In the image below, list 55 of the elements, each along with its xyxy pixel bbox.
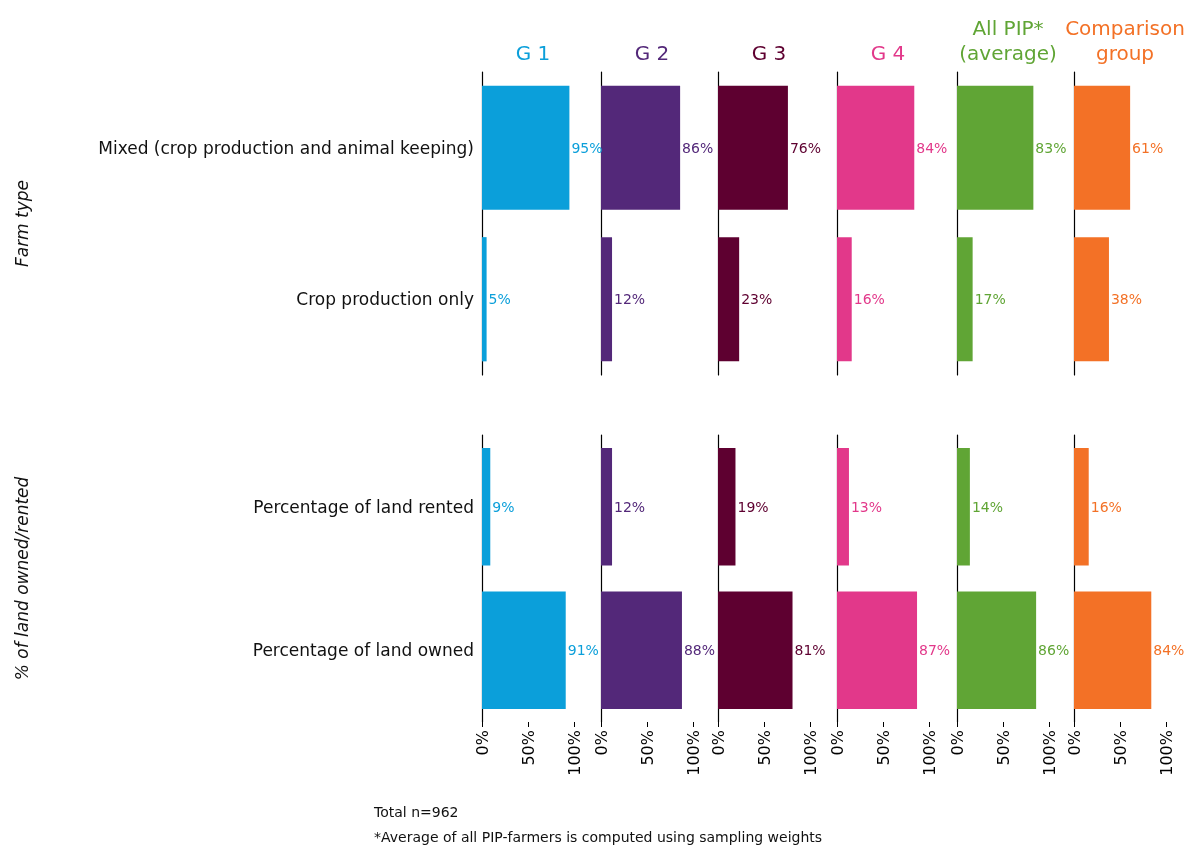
x-tick-label: 100% <box>683 730 703 776</box>
chart-title: G 2 <box>634 40 670 65</box>
x-tick-label: 50% <box>754 730 774 766</box>
x-tick-label: 50% <box>1110 730 1130 766</box>
chart-title: Comparison group <box>1065 15 1185 65</box>
data-label: 83% <box>1035 139 1067 156</box>
data-label: 9% <box>492 498 515 515</box>
data-label: 16% <box>1090 498 1122 515</box>
x-tick-label: 100% <box>564 730 584 776</box>
data-label: 87% <box>919 642 951 659</box>
text: Total n=962 <box>373 804 459 820</box>
x-tick-label: 0% <box>827 730 847 756</box>
data-label: 84% <box>916 139 948 156</box>
x-tick-label: 100% <box>1156 730 1176 776</box>
data-label: 5% <box>488 291 511 308</box>
data-label: 13% <box>850 498 883 515</box>
data-label: 12% <box>614 498 646 515</box>
y-tick-label: Crop production only <box>296 289 474 310</box>
x-tick-label: 100% <box>919 730 939 776</box>
y-tick-label: Percentage of land owned <box>252 640 474 661</box>
text: *Average of all PIP-farmers is computed using sampling weights <box>374 829 823 845</box>
data-label: 12% <box>614 291 646 308</box>
x-tick-label: 50% <box>518 730 538 766</box>
data-label: 84% <box>1153 642 1185 659</box>
chart-title: All PIP* (average) <box>959 15 1057 65</box>
data-label: 38% <box>1110 291 1143 308</box>
data-label: 88% <box>683 642 716 659</box>
y-tick-label: Mixed (crop production and animal keeping) <box>98 137 474 158</box>
y-tick-label: Percentage of land rented <box>253 496 474 517</box>
chart-title: G 3 <box>751 40 787 65</box>
data-label: 86% <box>1038 642 1070 659</box>
x-tick-label: 50% <box>637 730 657 766</box>
data-label: 91% <box>567 642 599 659</box>
x-tick-label: 50% <box>993 730 1013 766</box>
x-tick-label: 100% <box>800 730 820 776</box>
data-label: 61% <box>1132 139 1164 156</box>
x-tick-label: 50% <box>873 730 893 766</box>
data-label: 86% <box>682 139 714 156</box>
data-label: 76% <box>789 139 822 156</box>
chart-title: G 4 <box>870 40 906 65</box>
x-tick-label: 0% <box>591 730 611 756</box>
y-axis-title: % of land owned/rented <box>11 476 32 681</box>
y-axis-title: Farm type <box>11 179 32 268</box>
chart-title: G 1 <box>515 40 551 65</box>
x-tick-label: 0% <box>947 730 967 756</box>
data-label: 14% <box>971 498 1004 515</box>
x-tick-label: 0% <box>708 730 728 756</box>
x-tick-label: 0% <box>472 730 492 756</box>
x-tick-label: 0% <box>1064 730 1084 756</box>
x-tick-label: 100% <box>1039 730 1059 776</box>
data-label: 19% <box>737 498 769 515</box>
data-label: 81% <box>794 642 826 659</box>
data-label: 16% <box>853 291 885 308</box>
data-label: 23% <box>741 291 773 308</box>
data-label: 17% <box>974 291 1006 308</box>
